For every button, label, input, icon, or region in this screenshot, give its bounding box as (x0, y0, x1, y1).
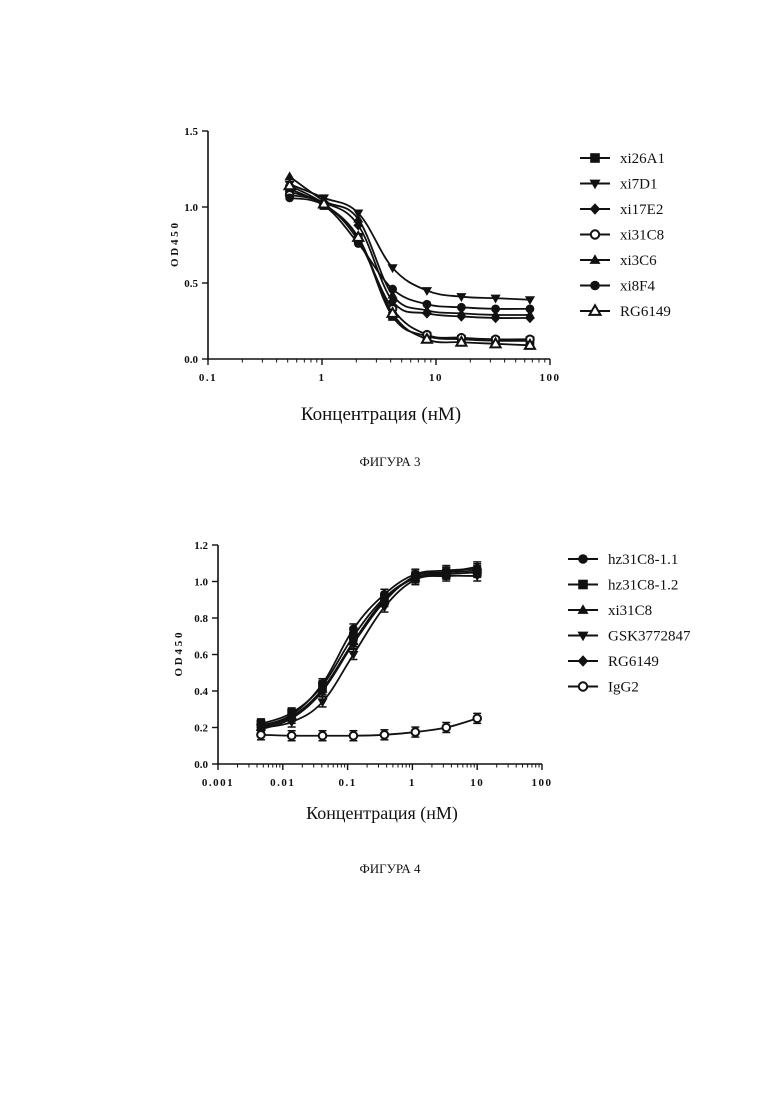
data-point (442, 724, 450, 732)
y-tick-label: 0.0 (194, 759, 208, 771)
series-xi31C8 (256, 562, 482, 733)
y-tick-label: 1.2 (194, 540, 208, 552)
x-tick-label: 0.01 (270, 777, 295, 789)
data-point (257, 731, 265, 739)
legend-marker (589, 305, 600, 315)
series-hz31C8-1.2 (257, 567, 482, 728)
data-point (388, 285, 397, 294)
legend-entry-GSK3772847: GSK3772847 (568, 629, 691, 645)
legend-label: hz31C8-1.2 (608, 578, 678, 594)
y-tick-label: 0.8 (194, 613, 208, 625)
legend-entry-xi26A1: xi26A1 (580, 151, 665, 167)
data-point (285, 193, 294, 202)
x-axis-title: Концентрация (нМ) (301, 404, 461, 425)
data-point (491, 304, 500, 313)
legend-label: xi17E2 (620, 202, 663, 218)
series-line (261, 572, 477, 723)
legend-label: GSK3772847 (608, 629, 691, 645)
series-RG6149 (285, 180, 535, 348)
legend-entry-xi8F4: xi8F4 (580, 279, 656, 295)
data-point (525, 296, 535, 305)
x-tick-label: 0.1 (338, 777, 356, 789)
x-tick-label: 1 (409, 777, 416, 789)
legend-label: RG6149 (608, 654, 659, 670)
legend-entry-xi31C8: xi31C8 (568, 603, 652, 619)
data-point (381, 731, 389, 739)
y-axis-title: O D 4 5 0 (173, 632, 185, 677)
data-point (526, 304, 535, 313)
chart-2: 0.0 0.2 0.4 0.6 0.8 1.0 1.2 0.001 0.01 0.1 1 10 100 К… (173, 540, 691, 876)
legend-marker (578, 655, 589, 667)
data-point (288, 732, 296, 740)
legend-label: xi8F4 (620, 279, 656, 295)
legend-entry-RG6149: RG6149 (568, 654, 659, 670)
legend-label: xi3C6 (620, 253, 657, 269)
y-tick-label: 1.0 (194, 577, 208, 589)
figure-caption: ФИГУРА 4 (359, 861, 421, 876)
y-tick-label: 0.6 (194, 650, 208, 662)
data-point (319, 732, 327, 740)
legend-label: IgG2 (608, 680, 639, 696)
legend-marker (578, 554, 588, 564)
legend-entry-xi7D1: xi7D1 (580, 177, 658, 193)
data-point (457, 303, 466, 312)
legend-marker (590, 153, 600, 163)
legend-label: xi26A1 (620, 151, 665, 167)
legend-label: xi31C8 (620, 228, 664, 244)
x-tick-label: 100 (532, 777, 553, 789)
legend-marker (578, 580, 588, 590)
legend-marker (590, 203, 601, 215)
series-line (261, 576, 477, 728)
x-tick-label: 10 (429, 372, 443, 384)
data-point (473, 715, 481, 723)
x-tick-label: 0.001 (202, 777, 234, 789)
x-tick-label: 0.1 (199, 372, 217, 384)
y-tick-label: 1.5 (184, 126, 198, 138)
chart-1: 0.0 0.5 1.0 1.5 0.1 1 10 100 Концентрация (нМ) O … (169, 126, 671, 469)
data-point (350, 732, 358, 740)
data-point (423, 300, 432, 309)
legend-entry-xi17E2: xi17E2 (580, 202, 663, 218)
legend-entry-RG6149: RG6149 (580, 304, 671, 320)
series-line (261, 569, 477, 726)
legend-entry-xi3C6: xi3C6 (580, 253, 657, 269)
y-tick-label: 0.5 (184, 278, 198, 290)
document-page: 0.0 0.5 1.0 1.5 0.1 1 10 100 Концентрация (нМ) O … (0, 0, 780, 1103)
data-point (412, 728, 420, 736)
figure-caption: ФИГУРА 3 (359, 454, 420, 469)
y-tick-label: 0.2 (194, 723, 208, 735)
series-line (290, 198, 530, 309)
legend-label: xi31C8 (608, 603, 652, 619)
legend-label: RG6149 (620, 304, 671, 320)
x-tick-label: 1 (319, 372, 326, 384)
x-tick-label: 10 (470, 777, 484, 789)
y-tick-label: 0.0 (184, 354, 198, 366)
legend-entry-hz31C8-1.1: hz31C8-1.1 (568, 552, 678, 568)
legend-marker (591, 230, 599, 238)
legend-marker (579, 682, 587, 690)
legend-entry-IgG2: IgG2 (568, 680, 639, 696)
legend-label: xi7D1 (620, 177, 658, 193)
legend-label: hz31C8-1.1 (608, 552, 678, 568)
y-tick-label: 0.4 (194, 686, 208, 698)
x-tick-label: 100 (540, 372, 561, 384)
legend-marker (590, 281, 600, 291)
legend-entry-xi31C8: xi31C8 (580, 228, 664, 244)
x-axis-title: Концентрация (нМ) (306, 803, 458, 824)
y-tick-label: 1.0 (184, 202, 198, 214)
series-line (261, 567, 477, 728)
series-line (261, 571, 477, 730)
series-hz31C8-1.1 (257, 564, 482, 731)
y-axis-title: O D 4 5 0 (169, 223, 181, 268)
legend-entry-hz31C8-1.2: hz31C8-1.2 (568, 578, 678, 594)
